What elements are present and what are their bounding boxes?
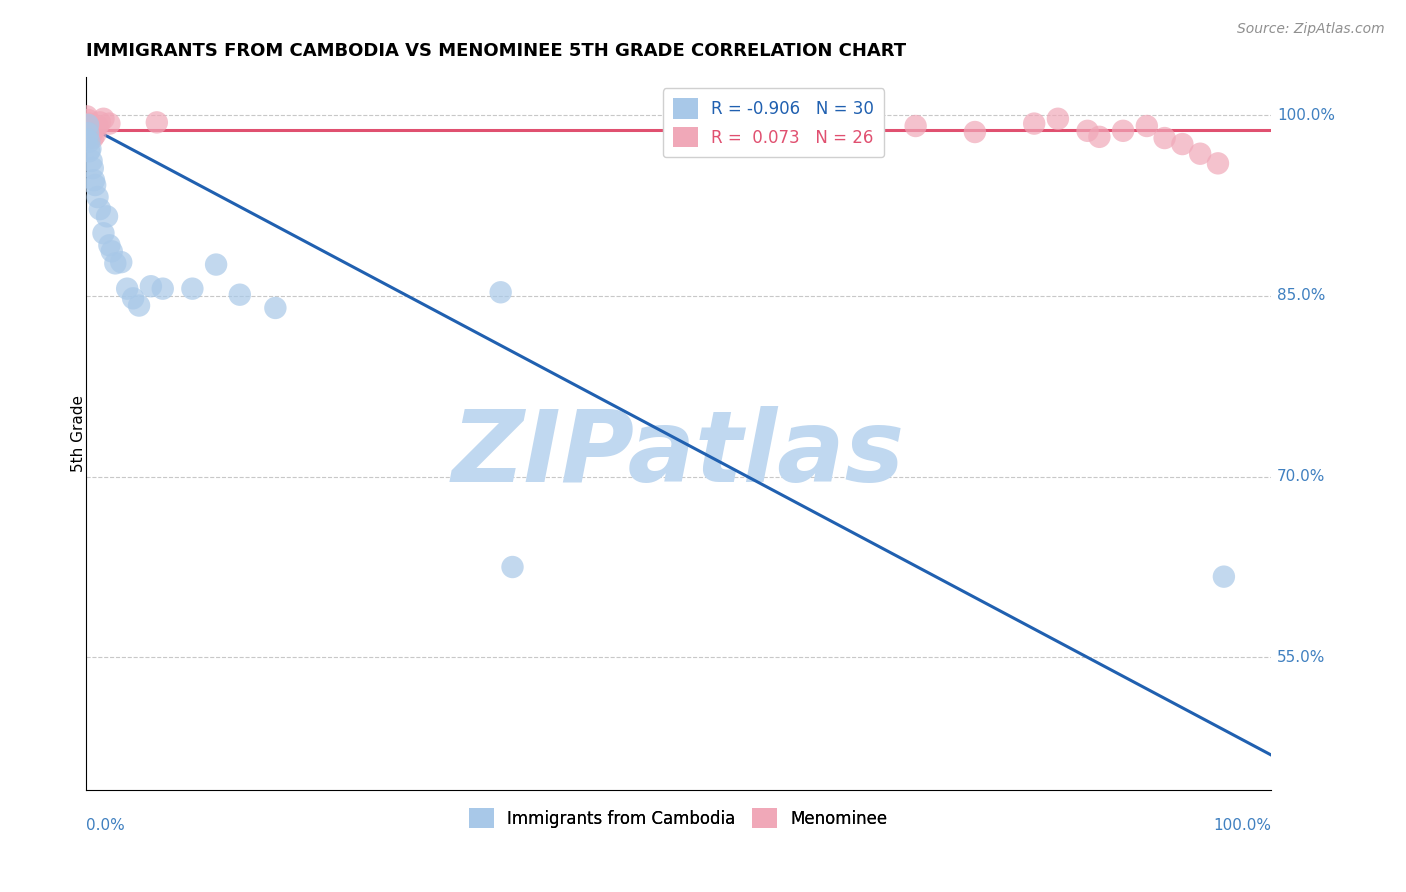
Point (80, 128, 103, 142)
Y-axis label: 5th Grade: 5th Grade (72, 395, 86, 472)
Point (1206, 156, 1229, 170)
Point (100, 244, 122, 259)
Point (489, 285, 512, 300)
Text: 70.0%: 70.0% (1277, 469, 1326, 484)
Point (86, 190, 108, 204)
Legend: Immigrants from Cambodia, Menominee: Immigrants from Cambodia, Menominee (463, 801, 894, 835)
Point (93, 112, 115, 126)
Point (152, 282, 174, 296)
Point (82, 161, 104, 176)
Point (96, 210, 118, 224)
Point (1088, 129, 1111, 144)
Point (104, 256, 127, 270)
Text: IMMIGRANTS FROM CAMBODIA VS MENOMINEE 5TH GRADE CORRELATION CHART: IMMIGRANTS FROM CAMBODIA VS MENOMINEE 5T… (86, 42, 905, 60)
Point (264, 301, 287, 315)
Point (83, 173, 105, 187)
Point (89, 202, 111, 216)
Text: 85.0%: 85.0% (1277, 288, 1326, 303)
Point (502, 560, 524, 574)
Point (89, 115, 111, 129)
Point (1076, 124, 1098, 138)
Point (115, 282, 138, 296)
Point (77, 112, 100, 127)
Point (93, 226, 115, 240)
Text: 55.0%: 55.0% (1277, 650, 1326, 665)
Point (1046, 112, 1069, 126)
Point (86, 119, 108, 133)
Point (128, 299, 150, 313)
Text: 0.0%: 0.0% (86, 819, 125, 833)
Point (84, 128, 107, 142)
Point (76, 132, 98, 146)
Point (122, 291, 145, 305)
Point (77, 117, 100, 131)
Point (904, 119, 927, 133)
Point (1153, 131, 1175, 145)
Point (1189, 146, 1212, 161)
Point (205, 258, 228, 272)
Text: Source: ZipAtlas.com: Source: ZipAtlas.com (1237, 22, 1385, 37)
Point (181, 282, 204, 296)
Point (963, 125, 986, 139)
Point (77, 145, 100, 159)
Point (1024, 117, 1046, 131)
Point (79, 142, 101, 156)
Text: 100.0%: 100.0% (1277, 108, 1336, 123)
Point (98, 238, 121, 252)
Point (1136, 119, 1159, 133)
Point (77, 118, 100, 132)
Text: 100.0%: 100.0% (1213, 819, 1271, 833)
Point (80, 153, 103, 168)
Point (146, 115, 169, 129)
Point (229, 287, 252, 301)
Point (1112, 124, 1135, 138)
Point (79, 120, 101, 135)
Point (77, 126, 100, 140)
Point (77, 135, 100, 149)
Point (76, 109, 98, 123)
Point (83, 122, 105, 136)
Point (84, 178, 107, 192)
Point (1171, 137, 1194, 152)
Point (79, 124, 101, 138)
Point (1212, 569, 1234, 583)
Point (139, 279, 162, 293)
Point (82, 131, 104, 145)
Point (110, 255, 132, 269)
Text: ZIPatlas: ZIPatlas (451, 406, 905, 503)
Point (98, 117, 121, 131)
